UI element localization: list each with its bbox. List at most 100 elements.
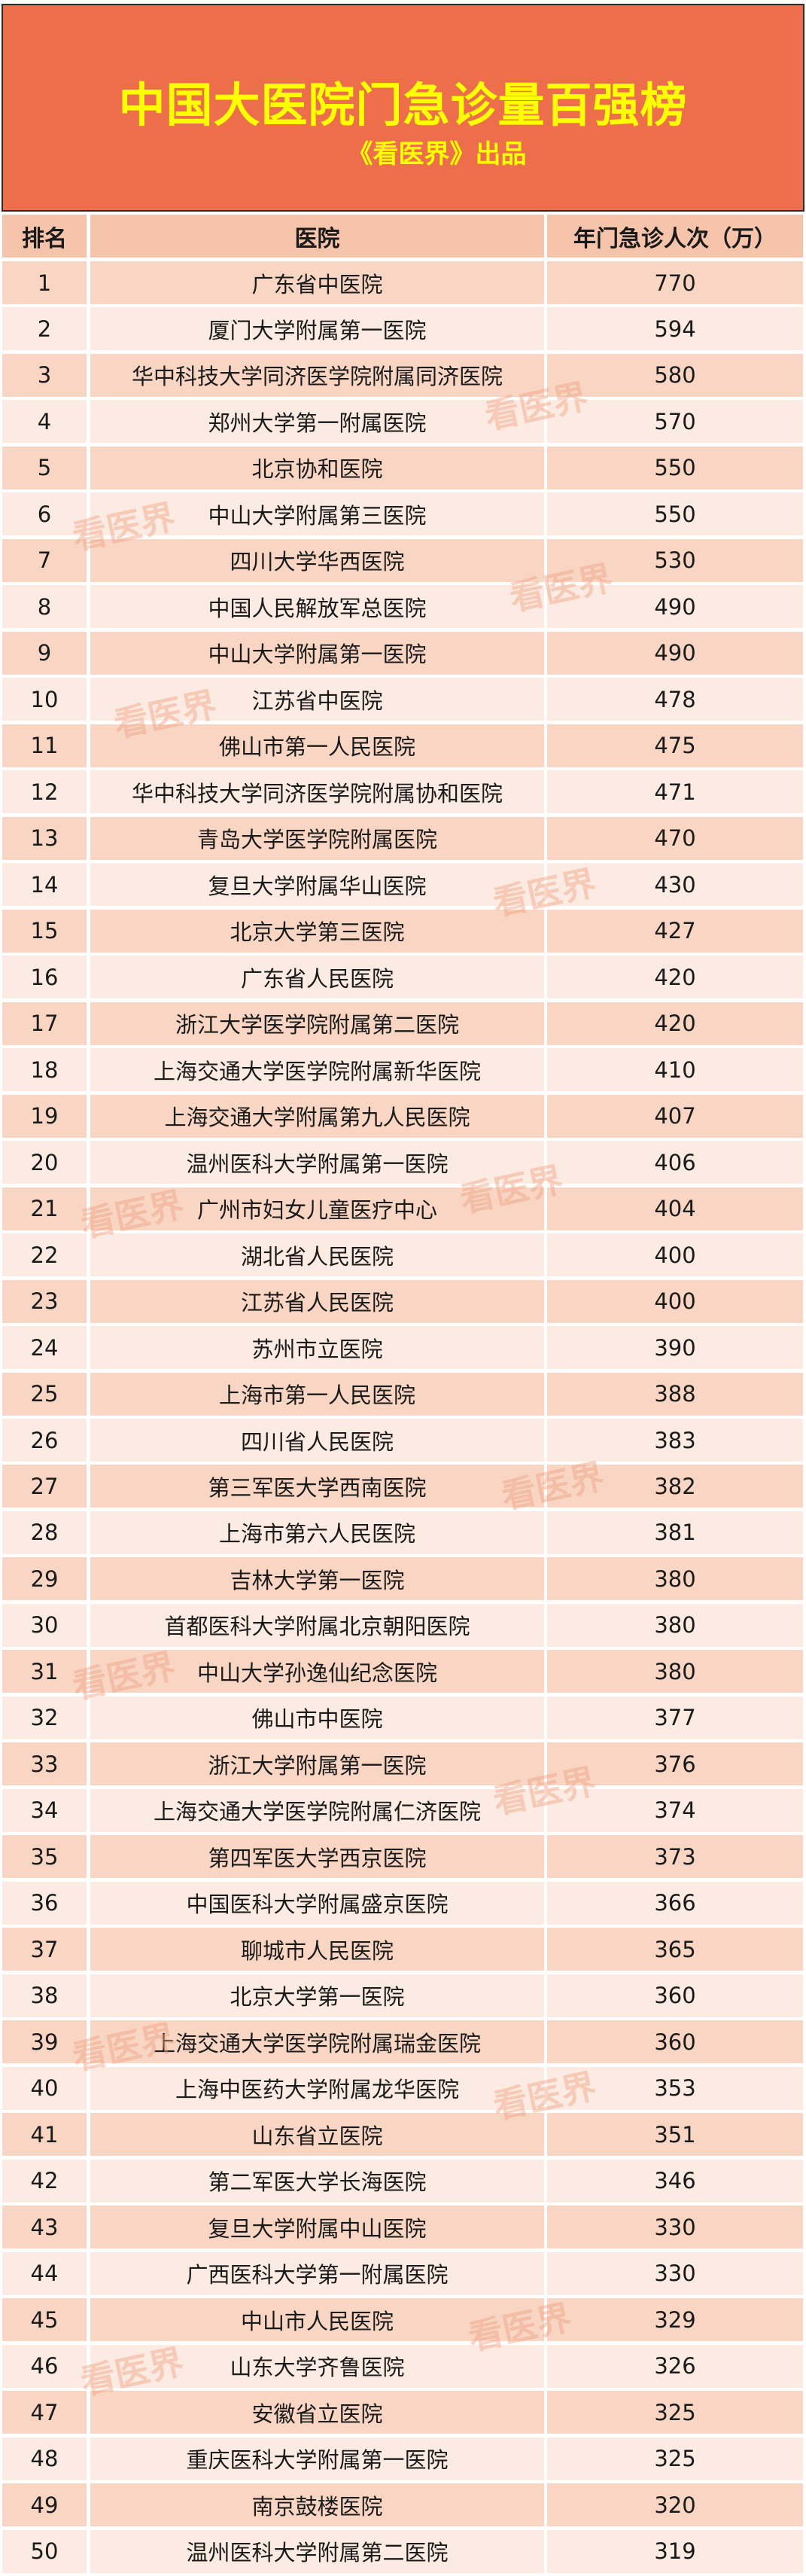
visits-cell: 407 xyxy=(547,1094,803,1138)
visits-cell: 400 xyxy=(547,1233,803,1277)
rank-cell: 17 xyxy=(2,1001,87,1045)
table-row: 48 重庆医科大学附属第一医院 325 xyxy=(0,2437,806,2480)
page-subtitle: 《看医界》出品 xyxy=(347,139,527,169)
visits-cell: 475 xyxy=(547,724,803,767)
table-row: 19 上海交通大学附属第九人民医院 407 xyxy=(0,1094,806,1138)
hospital-cell: 郑州大学第一附属医院 xyxy=(90,400,544,444)
hospital-cell: 中国人民解放军总医院 xyxy=(90,585,544,629)
hospital-cell: 华中科技大学同济医学院附属同济医院 xyxy=(90,353,544,397)
visits-cell: 374 xyxy=(547,1788,803,1832)
hospital-cell: 厦门大学附属第一医院 xyxy=(90,307,544,351)
rank-cell: 14 xyxy=(2,863,87,907)
visits-cell: 594 xyxy=(547,307,803,351)
rank-cell: 43 xyxy=(2,2206,87,2249)
table-row: 49 南京鼓楼医院 320 xyxy=(0,2483,806,2527)
table-row: 29 吉林大学第一医院 380 xyxy=(0,1557,806,1601)
table-row: 8 中国人民解放军总医院 490 xyxy=(0,585,806,629)
table-row: 16 广东省人民医院 420 xyxy=(0,956,806,999)
visits-cell: 360 xyxy=(547,1974,803,2017)
visits-cell: 770 xyxy=(547,261,803,304)
table-row: 32 佛山市中医院 377 xyxy=(0,1696,806,1739)
rank-cell: 44 xyxy=(2,2251,87,2295)
hospital-cell: 第三军医大学西南医院 xyxy=(90,1465,544,1508)
rank-cell: 23 xyxy=(2,1279,87,1323)
table-row: 50 温州医科大学附属第二医院 319 xyxy=(0,2529,806,2573)
table-row: 4 郑州大学第一附属医院 570 xyxy=(0,400,806,444)
visits-cell: 365 xyxy=(547,1928,803,1971)
table-row: 35 第四军医大学西京医院 373 xyxy=(0,1835,806,1879)
visits-cell: 366 xyxy=(547,1881,803,1925)
rank-cell: 9 xyxy=(2,631,87,675)
hospital-cell: 第四军医大学西京医院 xyxy=(90,1835,544,1879)
table-row: 33 浙江大学附属第一医院 376 xyxy=(0,1742,806,1786)
title-banner: 中国大医院门急诊量百强榜 《看医界》出品 xyxy=(2,4,804,212)
hospital-cell: 江苏省中医院 xyxy=(90,678,544,721)
hospital-cell: 苏州市立医院 xyxy=(90,1326,544,1370)
rank-cell: 38 xyxy=(2,1974,87,2017)
visits-cell: 376 xyxy=(547,1742,803,1786)
visits-cell: 420 xyxy=(547,956,803,999)
rank-cell: 2 xyxy=(2,307,87,351)
table-row: 22 湖北省人民医院 400 xyxy=(0,1233,806,1277)
rank-cell: 16 xyxy=(2,956,87,999)
visits-cell: 320 xyxy=(547,2483,803,2527)
table-row: 20 温州医科大学附属第一医院 406 xyxy=(0,1141,806,1184)
rank-cell: 48 xyxy=(2,2437,87,2480)
table-row: 31 中山大学孙逸仙纪念医院 380 xyxy=(0,1650,806,1693)
visits-cell: 380 xyxy=(547,1557,803,1601)
hospital-cell: 上海市第六人民医院 xyxy=(90,1511,544,1554)
table-row: 26 四川省人民医院 383 xyxy=(0,1419,806,1462)
table-row: 6 中山大学附属第三医院 550 xyxy=(0,492,806,536)
rank-cell: 4 xyxy=(2,400,87,444)
visits-cell: 471 xyxy=(547,770,803,814)
hospital-cell: 复旦大学附属华山医院 xyxy=(90,863,544,907)
visits-cell: 377 xyxy=(547,1696,803,1739)
rank-cell: 19 xyxy=(2,1094,87,1138)
table-row: 5 北京协和医院 550 xyxy=(0,446,806,489)
visits-cell: 325 xyxy=(547,2391,803,2434)
visits-cell: 380 xyxy=(547,1603,803,1647)
rank-cell: 49 xyxy=(2,2483,87,2527)
hospital-cell: 中山大学附属第一医院 xyxy=(90,631,544,675)
header-rank: 排名 xyxy=(2,215,87,258)
table-row: 12 华中科技大学同济医学院附属协和医院 471 xyxy=(0,770,806,814)
visits-cell: 410 xyxy=(547,1048,803,1092)
hospital-cell: 山东大学齐鲁医院 xyxy=(90,2344,544,2388)
rank-cell: 10 xyxy=(2,678,87,721)
hospital-cell: 青岛大学医学院附属医院 xyxy=(90,816,544,860)
hospital-cell: 广东省中医院 xyxy=(90,261,544,304)
visits-cell: 326 xyxy=(547,2344,803,2388)
visits-cell: 388 xyxy=(547,1372,803,1416)
hospital-cell: 重庆医科大学附属第一医院 xyxy=(90,2437,544,2480)
rank-cell: 42 xyxy=(2,2159,87,2203)
visits-cell: 380 xyxy=(547,1650,803,1693)
hospital-cell: 安徽省立医院 xyxy=(90,2391,544,2434)
rank-cell: 31 xyxy=(2,1650,87,1693)
hospital-cell: 上海交通大学附属第九人民医院 xyxy=(90,1094,544,1138)
hospital-cell: 首都医科大学附属北京朝阳医院 xyxy=(90,1603,544,1647)
rank-cell: 5 xyxy=(2,446,87,489)
rank-cell: 28 xyxy=(2,1511,87,1554)
rank-cell: 34 xyxy=(2,1788,87,1832)
visits-cell: 390 xyxy=(547,1326,803,1370)
table-row: 3 华中科技大学同济医学院附属同济医院 580 xyxy=(0,353,806,397)
rank-cell: 3 xyxy=(2,353,87,397)
rank-cell: 41 xyxy=(2,2113,87,2157)
table-row: 30 首都医科大学附属北京朝阳医院 380 xyxy=(0,1603,806,1647)
table-header-row: 排名 医院 年门急诊人次（万） xyxy=(0,215,806,258)
table-row: 44 广西医科大学第一附属医院 330 xyxy=(0,2251,806,2295)
hospital-cell: 第二军医大学长海医院 xyxy=(90,2159,544,2203)
hospital-cell: 北京大学第一医院 xyxy=(90,1974,544,2017)
hospital-cell: 四川大学华西医院 xyxy=(90,538,544,582)
hospital-cell: 浙江大学附属第一医院 xyxy=(90,1742,544,1786)
visits-cell: 351 xyxy=(547,2113,803,2157)
hospital-cell: 四川省人民医院 xyxy=(90,1419,544,1462)
visits-cell: 470 xyxy=(547,816,803,860)
visits-cell: 360 xyxy=(547,2020,803,2064)
table-row: 15 北京大学第三医院 427 xyxy=(0,909,806,953)
rank-cell: 32 xyxy=(2,1696,87,1739)
hospital-cell: 中山市人民医院 xyxy=(90,2298,544,2342)
hospital-cell: 江苏省人民医院 xyxy=(90,1279,544,1323)
rank-cell: 35 xyxy=(2,1835,87,1879)
visits-cell: 570 xyxy=(547,400,803,444)
